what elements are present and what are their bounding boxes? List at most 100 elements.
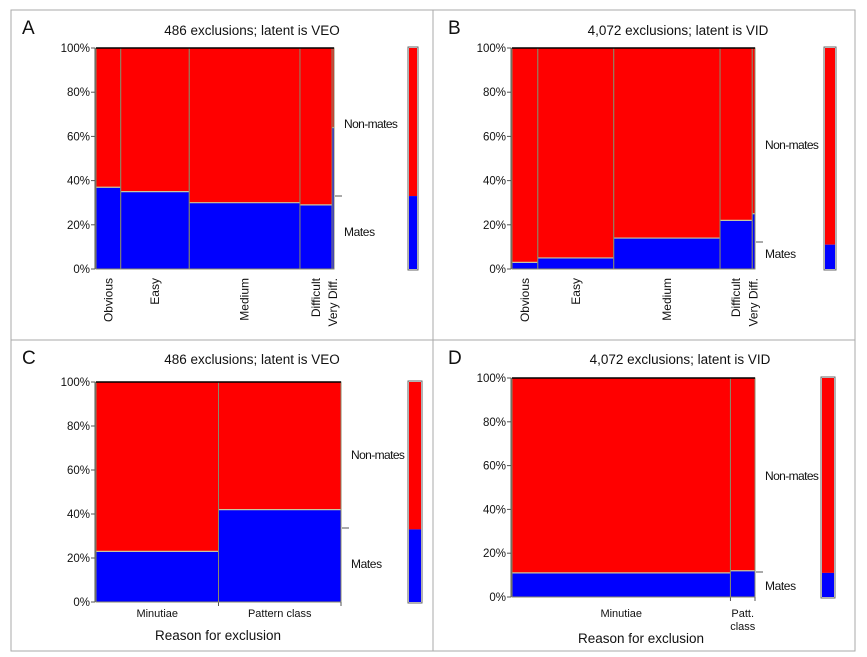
panel-c-y-tick-label: 40% [67, 509, 90, 521]
panel-d-y-tick-label: 100% [477, 373, 506, 385]
panel-a-bar-mates [96, 187, 121, 269]
panel-b-label-non-mates: Non-mates [765, 138, 819, 152]
panel-a-y-tick-label: 100% [61, 43, 90, 55]
panel-b-bar-mates [752, 213, 755, 269]
panel-c-bar-mates [218, 509, 341, 602]
panel-c-title: 486 exclusions; latent is VEO [164, 352, 340, 367]
panel-d-category-label: class [730, 621, 756, 633]
panel-a-overall-mates [409, 196, 417, 269]
panel-d-overall-mates [822, 572, 834, 597]
panel-c-overall-non-mates [409, 382, 421, 530]
panel-b-bar-non-mates [512, 48, 538, 263]
panel-c-category-label: Pattern class [248, 608, 312, 620]
panel-a-overall-non-mates [409, 48, 417, 197]
panel-c-bar-non-mates [96, 382, 219, 552]
panel-b-overall-mates [825, 244, 835, 269]
panel-b-bar-mates [512, 262, 538, 269]
panel-d-frame [432, 339, 856, 652]
panel-a-bar-non-mates [189, 48, 300, 203]
panel-a-category-label: Difficult [309, 277, 323, 317]
panel-b-bar-mates [720, 220, 753, 269]
panel-d-overall-non-mates [822, 378, 834, 573]
panel-c-overall-mates [409, 529, 421, 602]
panel-a-y-tick-label: 80% [67, 87, 90, 99]
panel-a-category-label: Easy [148, 278, 162, 305]
panel-c-y-tick-label: 100% [61, 377, 90, 389]
panel-b-category-label: Obvious [518, 278, 532, 322]
panel-d-y-tick-label: 60% [483, 461, 506, 473]
panel-b-title: 4,072 exclusions; latent is VID [588, 23, 769, 38]
panel-d-y-tick-label: 20% [483, 548, 506, 560]
panel-a-y-tick-label: 40% [67, 176, 90, 188]
panel-c-label-mates: Mates [351, 557, 382, 571]
panel-c-overall-outline [407, 380, 423, 604]
panel-b-category-label: Difficult [729, 277, 743, 317]
panel-d-category-label: Patt. [731, 608, 754, 620]
panel-a-category-label: Medium [238, 278, 252, 321]
panel-c-y-tick-label: 60% [67, 465, 90, 477]
panel-d-y-tick-label: 40% [483, 504, 506, 516]
panel-b-bar-non-mates [537, 48, 614, 258]
panel-b-y-tick-label: 60% [483, 131, 506, 143]
panel-d-bar-mates [512, 572, 731, 597]
panel-c-letter: C [22, 348, 36, 369]
panel-b-y-tick-label: 0% [489, 264, 506, 276]
panel-b-y-tick-label: 80% [483, 87, 506, 99]
panel-b-y-tick-label: 40% [483, 176, 506, 188]
panel-c-bar-non-mates [218, 382, 341, 510]
panel-a-y-tick-label: 20% [67, 220, 90, 232]
panel-b-overall-outline [823, 46, 837, 271]
panel-b-bar-non-mates [720, 48, 753, 221]
panel-a-bar-non-mates [96, 48, 121, 188]
panel-a-category-label: Obvious [101, 278, 115, 322]
panel-a-bar-non-mates [299, 48, 333, 205]
panel-b-letter: B [448, 18, 461, 39]
panel-a-bar-mates [120, 191, 190, 269]
panel-b-overall-non-mates [825, 48, 835, 245]
panel-a-letter: A [22, 18, 35, 39]
panel-a-label-mates: Mates [344, 225, 375, 239]
panel-a-bar-mates [332, 127, 334, 269]
panel-d-bar-non-mates [512, 378, 731, 573]
panel-d-bar-non-mates [730, 378, 755, 571]
panel-a-bar-non-mates [332, 48, 334, 128]
panel-b-y-tick-label: 100% [477, 43, 506, 55]
panel-b-category-label: Easy [569, 278, 583, 305]
panel-c-y-tick-label: 20% [67, 553, 90, 565]
panel-d-letter: D [448, 348, 462, 369]
panel-b-bar-mates [613, 238, 721, 269]
panel-a-bar-mates [189, 202, 300, 269]
panel-a-y-tick-label: 60% [67, 131, 90, 143]
panel-d-category-label: Minutiae [600, 608, 642, 620]
panel-c-category-label: Minutiae [136, 608, 178, 620]
panel-c-label-non-mates: Non-mates [351, 448, 405, 462]
panel-d-x-axis-label: Reason for exclusion [578, 631, 704, 646]
panel-d-y-tick-label: 0% [489, 592, 506, 604]
panel-a-category-label: Very Diff. [326, 278, 340, 326]
panel-b-bar-mates [537, 257, 614, 269]
panel-a-overall-outline [407, 46, 419, 271]
panel-d-overall-outline [820, 376, 836, 599]
panel-c-bar-mates [96, 551, 219, 602]
panel-b-y-tick-label: 20% [483, 220, 506, 232]
panel-b-category-label: Medium [660, 278, 674, 321]
panel-c-x-axis-label: Reason for exclusion [155, 628, 281, 643]
panel-b-bar-non-mates [613, 48, 721, 239]
panel-c-y-tick-label: 0% [73, 597, 90, 609]
panel-d-label-non-mates: Non-mates [765, 469, 819, 483]
panel-a-label-non-mates: Non-mates [344, 117, 398, 131]
panel-a-y-tick-label: 0% [73, 264, 90, 276]
panel-a-title: 486 exclusions; latent is VEO [164, 23, 340, 38]
panel-a-bar-non-mates [120, 48, 190, 192]
panel-d-label-mates: Mates [765, 579, 796, 593]
panel-b-label-mates: Mates [765, 247, 796, 261]
panel-b-category-label: Very Diff. [747, 278, 761, 326]
panel-d-bar-mates [730, 570, 755, 597]
panel-d-y-tick-label: 80% [483, 417, 506, 429]
panel-d-title: 4,072 exclusions; latent is VID [590, 352, 771, 367]
panel-b-bar-non-mates [752, 48, 755, 214]
panel-c-y-tick-label: 80% [67, 421, 90, 433]
panel-a-bar-mates [299, 204, 333, 269]
